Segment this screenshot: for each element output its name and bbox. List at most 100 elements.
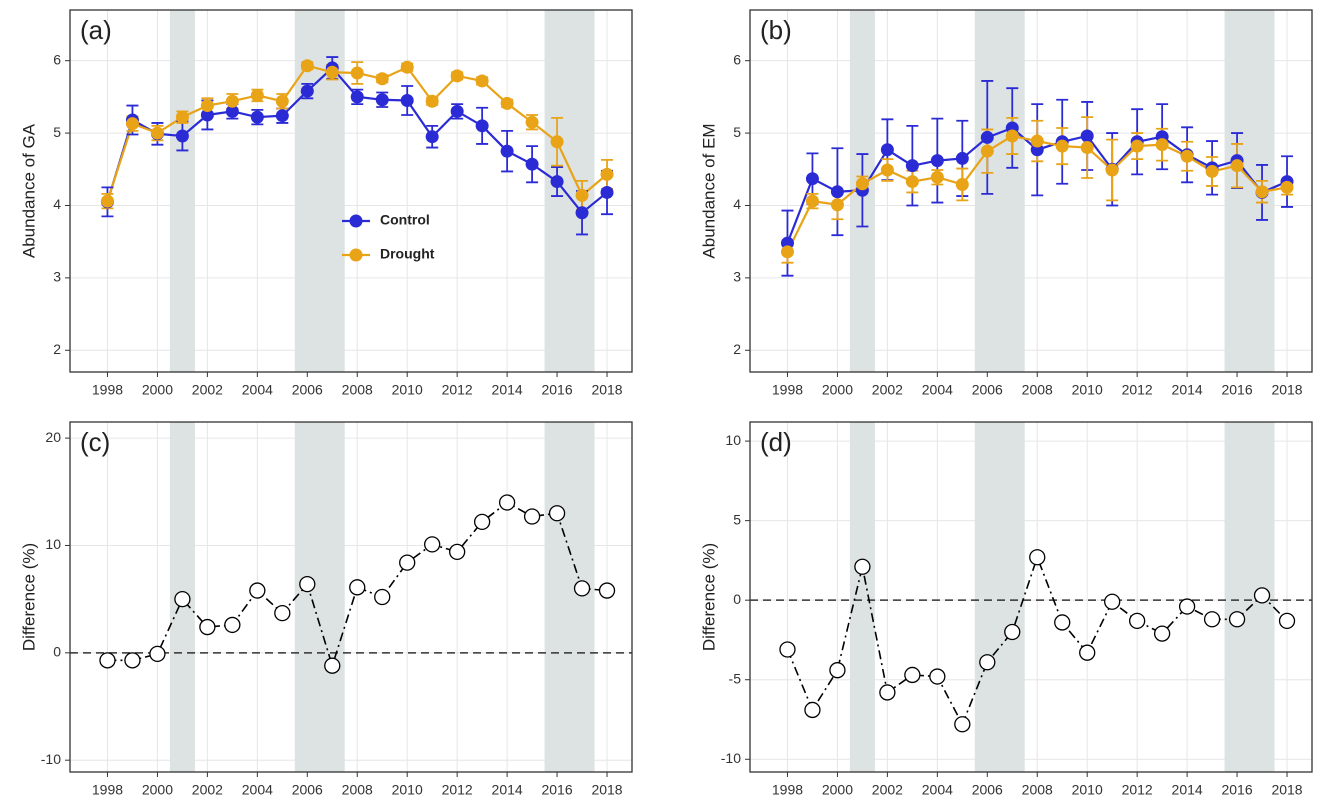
plot-border bbox=[69, 421, 633, 773]
x-tick-label: 2010 bbox=[1072, 382, 1103, 398]
data-point bbox=[299, 575, 316, 593]
data-point bbox=[100, 194, 114, 208]
data-point bbox=[523, 508, 541, 525]
data-point bbox=[955, 151, 969, 165]
data-point bbox=[350, 90, 364, 104]
data-point bbox=[880, 163, 894, 177]
data-point bbox=[1004, 623, 1021, 641]
data-point bbox=[500, 144, 514, 158]
data-point bbox=[324, 657, 341, 674]
data-point bbox=[225, 104, 239, 118]
data-point bbox=[425, 130, 439, 144]
data-point bbox=[550, 135, 564, 149]
shaded-period bbox=[974, 10, 1025, 372]
data-point bbox=[175, 110, 189, 124]
data-point bbox=[1105, 163, 1119, 177]
panel-label: (d) bbox=[760, 427, 792, 457]
x-tick-label: 2006 bbox=[972, 782, 1003, 798]
panel-label: (c) bbox=[80, 427, 110, 457]
shaded-period bbox=[544, 422, 595, 772]
data-point bbox=[779, 641, 796, 658]
x-tick-label: 2016 bbox=[541, 382, 572, 398]
data-point bbox=[780, 245, 794, 259]
x-tick-label: 2018 bbox=[1271, 782, 1302, 798]
panel-label: (a) bbox=[80, 15, 112, 45]
x-tick-label: 2000 bbox=[142, 382, 173, 398]
data-point bbox=[1005, 129, 1019, 143]
data-point bbox=[854, 558, 871, 575]
x-tick-label: 2018 bbox=[591, 382, 622, 398]
data-point bbox=[275, 109, 289, 123]
x-tick-label: 2008 bbox=[342, 382, 373, 398]
data-point bbox=[175, 129, 189, 143]
shaded-period bbox=[169, 10, 195, 372]
data-point bbox=[879, 684, 896, 701]
x-tick-label: 2018 bbox=[1271, 382, 1302, 398]
y-axis-label: Difference (%) bbox=[19, 543, 38, 651]
y-tick-label: 6 bbox=[53, 51, 61, 67]
data-point bbox=[450, 69, 464, 83]
data-point bbox=[200, 108, 214, 122]
panel-label: (b) bbox=[760, 15, 792, 45]
data-point bbox=[375, 72, 389, 86]
x-tick-label: 2014 bbox=[1172, 782, 1203, 798]
y-tick-label: 2 bbox=[53, 341, 61, 357]
data-point bbox=[805, 194, 819, 208]
x-tick-label: 1998 bbox=[92, 382, 123, 398]
x-tick-label: 2018 bbox=[591, 782, 622, 798]
legend-label: Drought bbox=[380, 246, 435, 262]
x-tick-label: 1998 bbox=[772, 782, 803, 798]
data-point bbox=[473, 513, 491, 530]
data-point bbox=[249, 582, 266, 599]
x-tick-label: 2008 bbox=[1022, 382, 1053, 398]
data-point bbox=[1253, 587, 1271, 604]
data-point bbox=[1080, 141, 1094, 155]
data-point bbox=[1055, 139, 1069, 153]
x-tick-label: 2004 bbox=[242, 382, 273, 398]
x-tick-label: 2004 bbox=[242, 782, 273, 798]
y-tick-label: 5 bbox=[53, 124, 61, 140]
data-point bbox=[1180, 149, 1194, 163]
data-point bbox=[475, 119, 489, 133]
data-point bbox=[830, 198, 844, 212]
x-tick-label: 2012 bbox=[442, 782, 473, 798]
y-tick-label: 4 bbox=[53, 196, 61, 212]
data-point bbox=[450, 104, 464, 118]
data-point bbox=[598, 582, 616, 599]
data-point bbox=[300, 84, 314, 98]
x-tick-label: 2012 bbox=[442, 382, 473, 398]
data-point bbox=[250, 110, 264, 124]
data-point bbox=[300, 59, 314, 73]
data-point bbox=[954, 716, 971, 733]
data-point bbox=[400, 60, 414, 74]
data-point bbox=[350, 66, 364, 80]
data-point bbox=[125, 117, 139, 131]
data-point bbox=[979, 654, 996, 671]
x-tick-label: 2002 bbox=[872, 382, 903, 398]
x-tick-label: 2002 bbox=[192, 782, 223, 798]
data-point bbox=[600, 185, 614, 199]
data-point bbox=[575, 188, 589, 202]
data-point bbox=[980, 130, 994, 144]
x-tick-label: 2000 bbox=[822, 782, 853, 798]
data-point bbox=[600, 167, 614, 181]
data-point bbox=[1030, 134, 1044, 148]
x-tick-label: 1998 bbox=[92, 782, 123, 798]
data-point bbox=[1230, 159, 1244, 173]
x-tick-label: 2012 bbox=[1122, 782, 1153, 798]
data-point bbox=[905, 175, 919, 189]
data-point bbox=[99, 652, 116, 669]
data-point bbox=[805, 172, 819, 186]
data-point bbox=[150, 126, 164, 140]
x-tick-label: 2016 bbox=[1221, 782, 1252, 798]
data-point bbox=[200, 99, 214, 113]
data-point bbox=[374, 588, 391, 606]
y-axis-label: Abundance of EM bbox=[699, 123, 718, 258]
data-point bbox=[325, 65, 339, 79]
data-point bbox=[399, 554, 416, 571]
x-tick-label: 2014 bbox=[1172, 382, 1203, 398]
data-point bbox=[274, 604, 291, 622]
x-tick-label: 2006 bbox=[292, 382, 323, 398]
x-tick-label: 2012 bbox=[1122, 382, 1153, 398]
